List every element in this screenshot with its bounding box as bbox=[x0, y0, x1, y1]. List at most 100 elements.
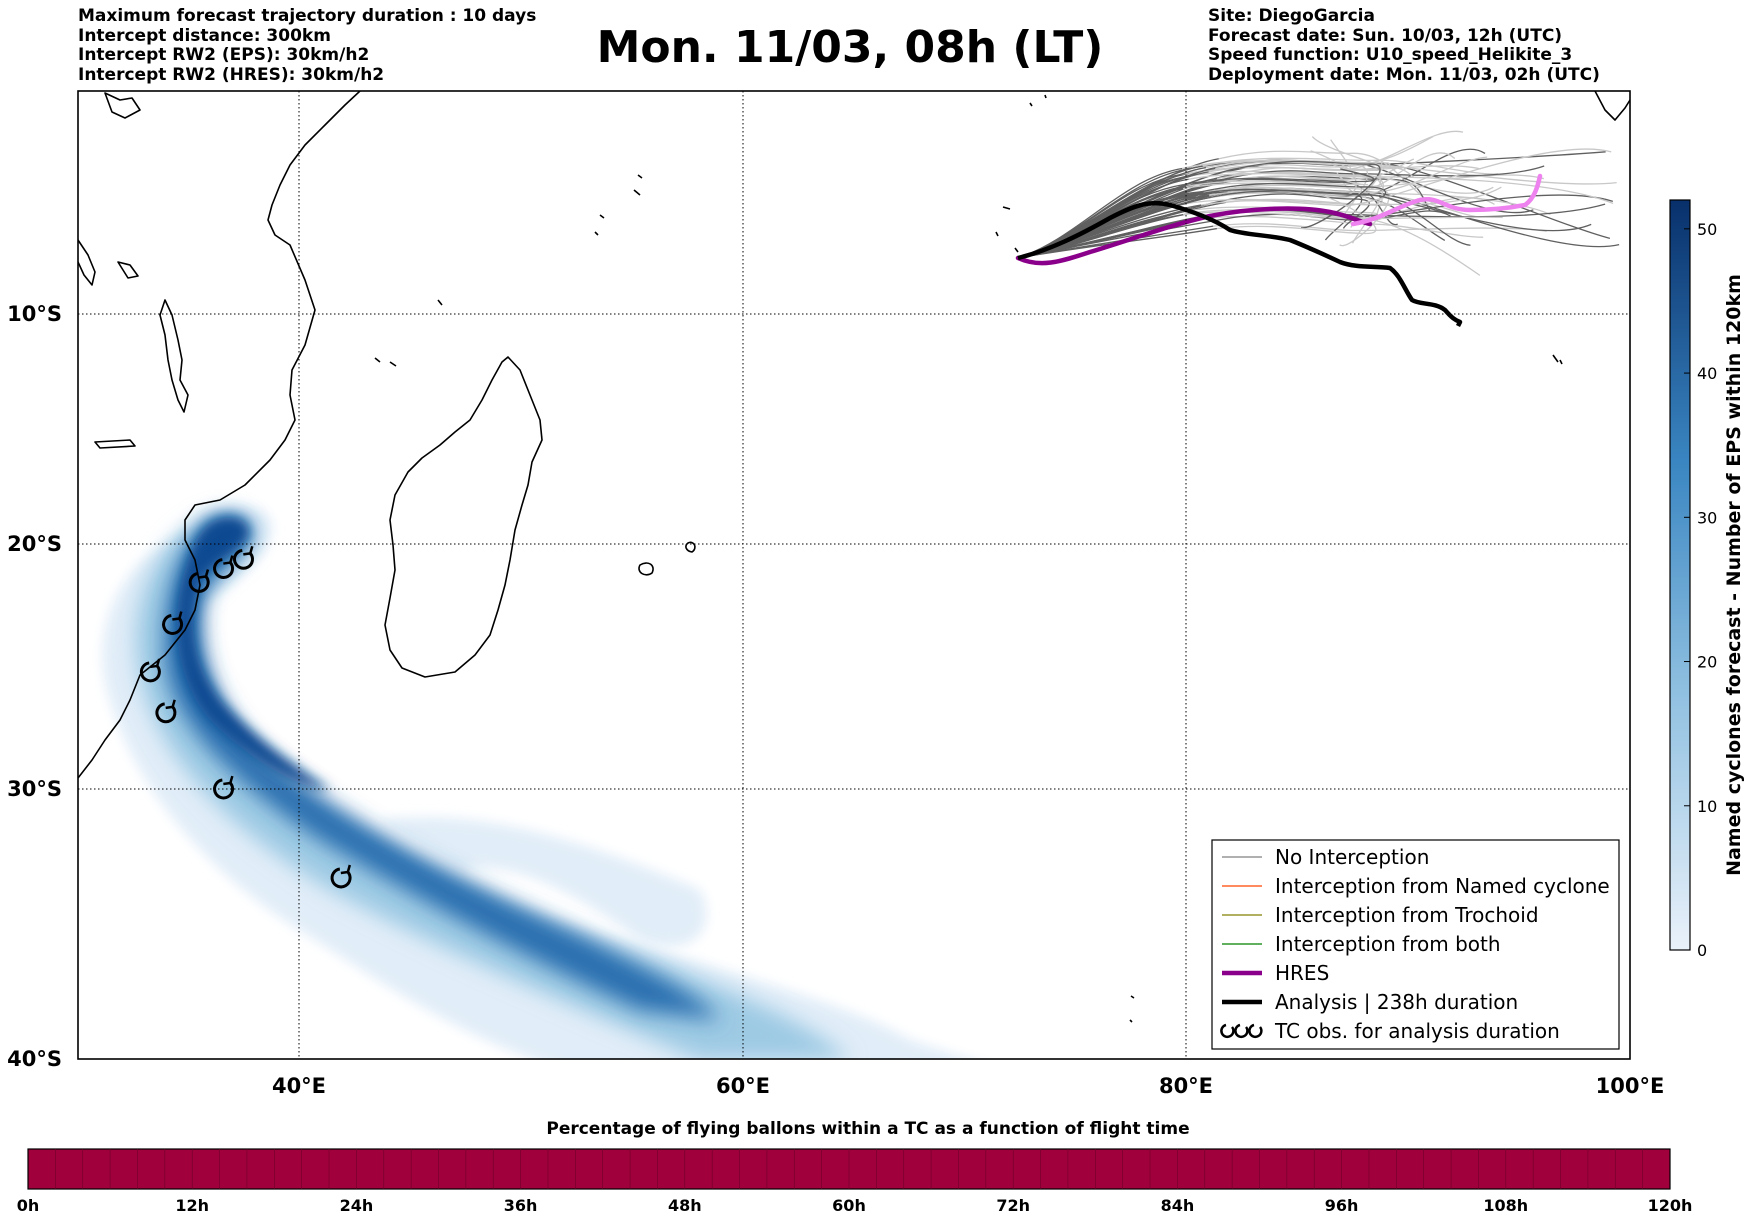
swath-peak bbox=[177, 517, 330, 790]
map-frame bbox=[77, 90, 1631, 1060]
ensemble-track bbox=[1203, 156, 1488, 194]
legend: No Interception Interception from Named c… bbox=[1211, 839, 1620, 1050]
tc-obs-symbol bbox=[213, 555, 235, 579]
legend-item: Interception from Named cyclone bbox=[1222, 874, 1610, 898]
legend-swatch bbox=[1220, 1023, 1235, 1039]
flight-time-tick-label: 48h bbox=[668, 1196, 702, 1215]
legend-item: HRES bbox=[1222, 961, 1329, 985]
tc-obs-symbol bbox=[233, 545, 254, 570]
eps-colorbar: 0 10 20 30 40 50 Named cyclones forecast - Nu… bbox=[1669, 199, 1745, 960]
lon-axis-labels: 40°E 60°E 80°E 100°E bbox=[272, 1074, 1664, 1098]
lat-tick-label: 20°S bbox=[7, 532, 62, 556]
colorbar-tick: 50 bbox=[1684, 220, 1717, 239]
flight-time-bar-ticks: 0h 12h 24h 36h 48h 60h 72h 84h 96h 108h 120h bbox=[17, 1149, 1693, 1215]
colorbar-tick-label: 40 bbox=[1697, 364, 1717, 383]
lon-tick-label: 40°E bbox=[272, 1074, 326, 1098]
lake-malawi bbox=[159, 299, 189, 413]
flight-time-bar-title: Percentage of flying ballons within a TC… bbox=[546, 1119, 1189, 1139]
ensemble-track bbox=[1213, 223, 1547, 232]
legend-swatch bbox=[1234, 1023, 1249, 1039]
header-left-line: Maximum forecast trajectory duration : 1… bbox=[78, 6, 537, 26]
flight-time-tick-label: 12h bbox=[175, 1196, 209, 1215]
flight-time-tick-label: 84h bbox=[1161, 1196, 1195, 1215]
comoros bbox=[374, 299, 443, 367]
tc-obs-tail bbox=[340, 864, 352, 875]
tc-obs-symbol bbox=[155, 699, 177, 724]
reunion bbox=[638, 562, 654, 576]
flight-time-bar: Percentage of flying ballons within a TC… bbox=[17, 1119, 1693, 1215]
tc-obs-symbol bbox=[162, 611, 184, 635]
header-right-line: Deployment date: Mon. 11/03, 02h (UTC) bbox=[1208, 64, 1600, 85]
colorbar-tick: 20 bbox=[1684, 653, 1717, 672]
legend-label: Interception from Named cyclone bbox=[1275, 874, 1610, 898]
tc-obs-arc bbox=[155, 702, 177, 724]
tc-obs-tail bbox=[243, 545, 254, 556]
ensemble-track bbox=[1215, 161, 1369, 216]
tc-obs-tail bbox=[223, 775, 234, 786]
tc-obs-tail bbox=[165, 699, 176, 710]
lat-tick-label: 30°S bbox=[7, 777, 62, 801]
flight-time-tick-label: 96h bbox=[1325, 1196, 1359, 1215]
eps-colorbar-label: Named cyclones forecast - Number of EPS … bbox=[1723, 274, 1745, 876]
tc-obs-arc bbox=[139, 661, 161, 683]
tc-obs-arc bbox=[162, 614, 184, 635]
legend-label: TC obs. for analysis duration bbox=[1274, 1019, 1560, 1043]
legend-item: Analysis | 238h duration bbox=[1222, 990, 1518, 1014]
legend-label: Interception from both bbox=[1275, 932, 1501, 956]
tc-obs-symbol bbox=[188, 569, 210, 593]
ensemble-track bbox=[1210, 179, 1384, 199]
chagos-islands bbox=[995, 206, 1019, 253]
swath-lobe bbox=[380, 817, 707, 947]
tc-obs-arc bbox=[213, 558, 235, 579]
ensemble-track bbox=[1202, 157, 1499, 175]
tc-obs-arc bbox=[188, 571, 210, 593]
tc-obs-tail bbox=[149, 658, 161, 669]
ensemble-track bbox=[1185, 170, 1494, 194]
tc-obs-tail bbox=[172, 611, 183, 621]
coastlines bbox=[78, 91, 1630, 1023]
lat-tick-label: 40°S bbox=[7, 1047, 62, 1071]
header-right-line: Site: DiegoGarcia bbox=[1208, 6, 1375, 26]
ensemble-track bbox=[1205, 159, 1391, 170]
analysis-track bbox=[1017, 200, 1463, 328]
lake-tanganyika bbox=[78, 239, 96, 286]
sumatra-west bbox=[1552, 354, 1563, 365]
legend-label: HRES bbox=[1275, 961, 1329, 985]
flight-time-tick-label: 24h bbox=[340, 1196, 374, 1215]
flight-time-tick-label: 72h bbox=[996, 1196, 1030, 1215]
mauritius bbox=[685, 541, 696, 553]
seychelles bbox=[594, 174, 643, 236]
header-right-line: Speed function: U10_speed_Helikite_3 bbox=[1208, 45, 1573, 65]
tc-obs-arc bbox=[213, 778, 235, 800]
legend-label: No Interception bbox=[1275, 845, 1429, 869]
colorbar-tick: 0 bbox=[1684, 941, 1707, 960]
colorbar-tick: 30 bbox=[1684, 508, 1717, 527]
lat-axis-labels: 10°S 20°S 30°S 40°S bbox=[7, 302, 62, 1071]
lon-tick-label: 100°E bbox=[1596, 1074, 1665, 1098]
page-title: Mon. 11/03, 08h (LT) bbox=[596, 22, 1104, 73]
colorbar-tick-label: 30 bbox=[1697, 508, 1717, 527]
colorbar-tick: 10 bbox=[1684, 797, 1717, 816]
eps-colorbar-gradient bbox=[1669, 199, 1691, 951]
legend-label: Analysis | 238h duration bbox=[1275, 990, 1518, 1014]
cyclone-density-swath bbox=[102, 507, 967, 1059]
colorbar-tick-label: 0 bbox=[1697, 941, 1707, 960]
legend-item: Interception from both bbox=[1222, 932, 1501, 956]
tc-obs-symbol bbox=[139, 658, 161, 683]
tc-obs-tail bbox=[198, 569, 210, 579]
ensemble-track bbox=[1183, 168, 1376, 186]
ensemble-track bbox=[1219, 184, 1390, 247]
ensemble-track bbox=[1220, 190, 1471, 246]
maldives-lakshadweep bbox=[1029, 94, 1047, 107]
colorbar-tick: 40 bbox=[1684, 364, 1717, 383]
flight-time-tick-label: 120h bbox=[1648, 1196, 1693, 1215]
sri-lanka-tip bbox=[1594, 91, 1630, 121]
header-right-line: Forecast date: Sun. 10/03, 12h (UTC) bbox=[1208, 25, 1563, 46]
legend-item: TC obs. for analysis duration bbox=[1220, 1019, 1560, 1043]
swath-outer bbox=[102, 507, 967, 1059]
ensemble-track bbox=[1185, 172, 1369, 188]
madagascar-coast bbox=[384, 356, 543, 678]
southern-islets bbox=[1129, 995, 1135, 1023]
tc-obs-tail bbox=[223, 555, 234, 565]
